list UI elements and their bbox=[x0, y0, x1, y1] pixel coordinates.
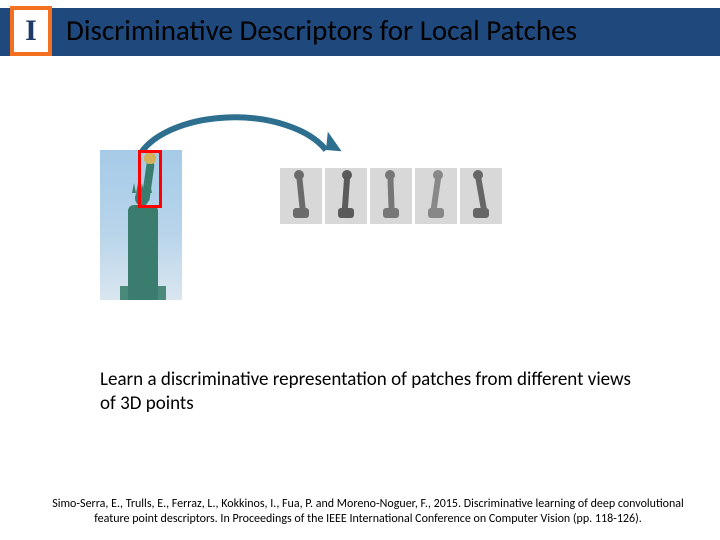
patch-arm-silhouette bbox=[431, 176, 442, 211]
figure-caption: Learn a discriminative representation of… bbox=[100, 368, 640, 416]
citation-line-1: Simo-Serra, E., Trulls, E., Ferraz, L., … bbox=[48, 497, 688, 513]
patch-torch-silhouette bbox=[342, 170, 352, 180]
patch-arm-silhouette bbox=[387, 176, 394, 210]
patch-thumbnail bbox=[415, 168, 457, 224]
patch-row bbox=[280, 168, 502, 224]
patch-base-silhouette bbox=[428, 208, 444, 218]
patch-torch-silhouette bbox=[385, 170, 395, 180]
citation: Simo-Serra, E., Trulls, E., Ferraz, L., … bbox=[48, 497, 688, 528]
citation-line-2: feature point descriptors. In Proceeding… bbox=[48, 512, 688, 528]
patch-thumbnail bbox=[325, 168, 367, 224]
patch-highlight-box bbox=[138, 150, 162, 208]
patch-torch-silhouette bbox=[433, 170, 443, 180]
patch-base-silhouette bbox=[338, 208, 354, 218]
patch-thumbnail bbox=[280, 168, 322, 224]
patch-thumbnail bbox=[370, 168, 412, 224]
patch-arm-silhouette bbox=[475, 176, 487, 211]
patch-arm-silhouette bbox=[296, 176, 306, 210]
source-image-statue bbox=[100, 150, 182, 300]
slide-title: Discriminative Descriptors for Local Pat… bbox=[66, 12, 716, 48]
patch-arm-silhouette bbox=[342, 176, 350, 210]
patch-base-silhouette bbox=[293, 208, 309, 218]
patch-base-silhouette bbox=[473, 208, 489, 218]
statue-body bbox=[128, 205, 158, 300]
logo-letter: I bbox=[25, 14, 37, 48]
patch-thumbnail bbox=[460, 168, 502, 224]
institution-logo: I bbox=[10, 6, 52, 56]
patch-torch-silhouette bbox=[294, 170, 304, 180]
patch-base-silhouette bbox=[383, 208, 399, 218]
patch-torch-silhouette bbox=[473, 170, 483, 180]
